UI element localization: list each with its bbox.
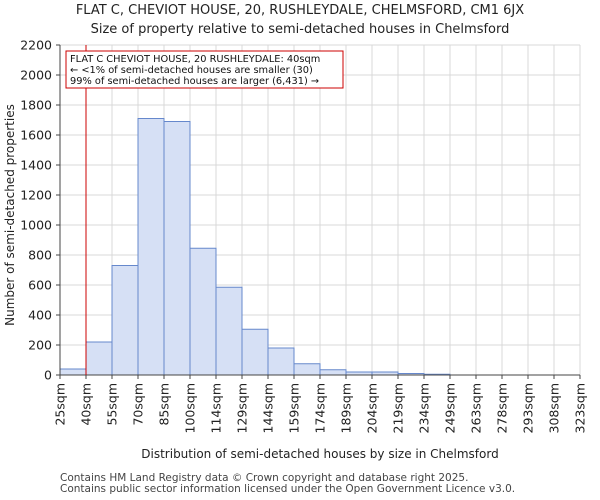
x-tick-label: 55sqm	[105, 383, 120, 426]
annotation-line-3: 99% of semi-detached houses are larger (…	[70, 76, 319, 87]
footer-copyright: Contains HM Land Registry data © Crown c…	[60, 472, 469, 484]
x-tick-label: 293sqm	[521, 383, 536, 433]
x-tick-label: 114sqm	[209, 383, 224, 433]
chart-title-line-2: Size of property relative to semi-detach…	[90, 22, 510, 37]
bar-25sqm	[59, 368, 87, 376]
bar-114sqm	[215, 286, 243, 376]
x-tick-label: 219sqm	[391, 383, 406, 433]
x-tick-label: 323sqm	[573, 383, 588, 433]
x-tick-label: 129sqm	[235, 383, 250, 433]
bar-40sqm	[85, 341, 113, 376]
x-tick-label: 70sqm	[131, 383, 146, 426]
x-tick-label: 234sqm	[417, 383, 432, 433]
x-tick-label: 100sqm	[183, 383, 198, 433]
x-tick-label: 249sqm	[443, 383, 458, 433]
y-tick-label: 2000	[20, 68, 52, 83]
x-tick-label: 308sqm	[547, 383, 562, 433]
y-tick-label: 2200	[20, 38, 52, 53]
x-tick-label: 144sqm	[261, 383, 276, 433]
annotation-line-2: ← <1% of semi-detached houses are smalle…	[70, 65, 313, 76]
x-tick-label: 189sqm	[339, 383, 354, 433]
x-tick-label: 25sqm	[53, 383, 68, 426]
x-tick-label: 85sqm	[157, 383, 172, 426]
y-tick-label: 600	[28, 278, 52, 293]
x-tick-label: 40sqm	[79, 383, 94, 426]
x-tick-label: 174sqm	[313, 383, 328, 433]
annotation-line-1: FLAT C CHEVIOT HOUSE, 20 RUSHLEYDALE: 40…	[70, 54, 320, 65]
annotation-box	[65, 50, 344, 89]
bar-144sqm	[267, 347, 295, 376]
x-tick-label: 278sqm	[495, 383, 510, 433]
y-tick-label: 1400	[20, 158, 52, 173]
x-tick-label: 263sqm	[469, 383, 484, 433]
bar-55sqm	[111, 265, 139, 376]
y-tick-label: 1800	[20, 98, 52, 113]
y-tick-label: 1200	[20, 188, 52, 203]
y-axis-label: Number of semi-detached properties	[3, 104, 17, 326]
bar-159sqm	[293, 363, 321, 376]
y-tick-label: 200	[28, 338, 52, 353]
y-tick-label: 0	[44, 368, 52, 383]
y-tick-label: 1600	[20, 128, 52, 143]
footer-licence: Contains public sector information licen…	[60, 483, 516, 495]
y-tick-label: 1000	[20, 218, 52, 233]
y-tick-label: 400	[28, 308, 52, 323]
bar-100sqm	[189, 247, 217, 376]
x-axis-label: Distribution of semi-detached houses by …	[141, 447, 498, 461]
x-tick-label: 159sqm	[287, 383, 302, 433]
bar-85sqm	[163, 121, 191, 376]
y-tick-label: 800	[28, 248, 52, 263]
chart-title-line-1: FLAT C, CHEVIOT HOUSE, 20, RUSHLEYDALE, …	[75, 3, 525, 18]
x-tick-label: 204sqm	[365, 383, 380, 433]
bar-174sqm	[319, 369, 347, 376]
bar-129sqm	[241, 328, 269, 376]
bar-70sqm	[137, 118, 165, 376]
